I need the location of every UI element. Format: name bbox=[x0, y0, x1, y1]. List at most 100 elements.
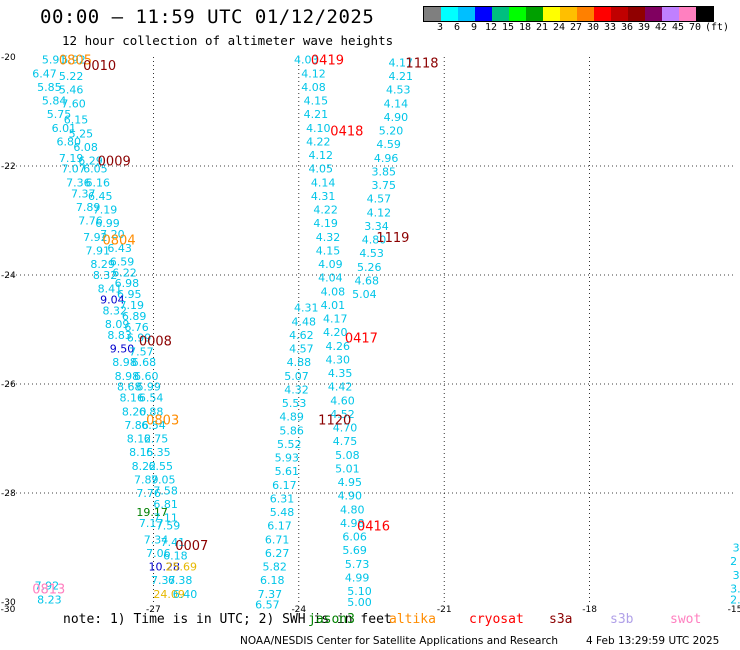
swh-value-label: 4.80 bbox=[362, 234, 387, 247]
x-tick-label: -24 bbox=[291, 605, 306, 615]
swh-value-label: 4.08 bbox=[321, 285, 346, 298]
color-scale-bar bbox=[423, 6, 714, 22]
swh-value-label: 6.43 bbox=[107, 242, 131, 255]
pass-time-label: 0804 bbox=[103, 234, 136, 249]
swh-value-label: 4.20 bbox=[323, 326, 348, 339]
swh-value-label: 4.22 bbox=[306, 135, 331, 148]
swh-value-label: 6.17 bbox=[267, 520, 292, 533]
swh-value-label: 4.14 bbox=[311, 176, 336, 189]
swh-value-label: 3.75 bbox=[372, 179, 397, 192]
y-tick-label: -20 bbox=[1, 53, 16, 63]
page-title: 00:00 – 11:59 UTC 01/12/2025 bbox=[40, 6, 375, 28]
color-swatch-6 bbox=[526, 7, 543, 21]
swh-value-label: 8.16 bbox=[119, 392, 143, 405]
pass-time-label: 0418 bbox=[330, 125, 363, 140]
color-swatch-12 bbox=[628, 7, 645, 21]
swh-value-label: 5.07 bbox=[284, 370, 309, 383]
color-tick-label: 45 bbox=[671, 22, 685, 33]
swh-value-label: 7.57 bbox=[129, 345, 154, 358]
color-tick-label: 39 bbox=[637, 22, 651, 33]
color-swatch-4 bbox=[492, 7, 509, 21]
swh-value-label: 7.19 bbox=[119, 299, 143, 312]
swh-value-label: 5.69 bbox=[342, 544, 367, 557]
swh-value-label: 5.00 bbox=[347, 596, 372, 609]
swh-value-label: 4.32 bbox=[284, 383, 309, 396]
swh-value-label: 4.09 bbox=[318, 258, 343, 271]
swh-value-label: 4.17 bbox=[388, 56, 413, 69]
swh-value-label: 8.12 bbox=[127, 433, 152, 446]
swh-value-label: 8.32 bbox=[103, 304, 128, 317]
swh-value-label: 7.37 bbox=[258, 588, 283, 601]
color-swatch-0 bbox=[424, 7, 441, 21]
swh-value-label: 6.76 bbox=[124, 321, 149, 334]
swh-value-label: 4.53 bbox=[386, 84, 411, 97]
swh-value-label: 4.53 bbox=[359, 247, 384, 260]
swh-value-label: 4.80 bbox=[340, 503, 365, 516]
swh-value-label: 7.60 bbox=[61, 97, 86, 110]
swh-value-label: 4.21 bbox=[388, 70, 413, 83]
color-tick-label: 36 bbox=[620, 22, 634, 33]
swh-value-label: 8.83 bbox=[107, 329, 131, 342]
pass-time-label: 0419 bbox=[311, 54, 344, 69]
color-tick-label: 30 bbox=[586, 22, 600, 33]
swh-value-label: 6.05 bbox=[83, 163, 108, 176]
swh-value-label: 4.75 bbox=[333, 435, 358, 448]
swh-value-label: 10.28 bbox=[149, 561, 181, 574]
swh-value-label: 4.12 bbox=[367, 206, 392, 219]
swh-value-label: 7.19 bbox=[59, 152, 84, 165]
swh-value-label: 7.76 bbox=[78, 215, 103, 228]
swh-value-label: 7.76 bbox=[136, 487, 161, 500]
pass-time-label: 1120 bbox=[318, 413, 351, 428]
color-swatch-5 bbox=[509, 7, 526, 21]
pass-time-label: 0813 bbox=[32, 582, 65, 597]
swh-value-label: 7.37 bbox=[151, 574, 176, 587]
y-tick-label: -22 bbox=[1, 162, 16, 172]
color-swatch-3 bbox=[475, 7, 492, 21]
swh-value-label: 7.92 bbox=[35, 580, 60, 593]
swh-value-label: 5.92 bbox=[61, 54, 86, 67]
footer-note: note: 1) Time is in UTC; 2) SWH is in fe… bbox=[63, 612, 392, 627]
pass-time-label: 0805 bbox=[59, 54, 92, 69]
swh-value-label: 4.96 bbox=[374, 152, 399, 165]
swh-value-label: 6.99 bbox=[127, 332, 152, 345]
swh-value-label: 4.21 bbox=[304, 108, 329, 121]
swh-value-label: 6.54 bbox=[141, 419, 166, 432]
swh-value-label: 7.20 bbox=[100, 228, 125, 241]
color-swatch-1 bbox=[441, 7, 458, 21]
swh-value-label: 4.15 bbox=[304, 95, 329, 108]
swh-value-label: 4.26 bbox=[325, 340, 350, 353]
color-tick-label: 12 bbox=[484, 22, 498, 33]
swh-value-label: 3 bbox=[733, 542, 740, 555]
pass-time-label: 0803 bbox=[146, 413, 179, 428]
swh-value-label: 3.34 bbox=[364, 220, 389, 233]
swh-value-label: 7.92 bbox=[83, 231, 108, 244]
pass-time-label: 1119 bbox=[376, 231, 409, 246]
swh-value-label: 4.17 bbox=[323, 313, 348, 326]
swh-value-label: 8.29 bbox=[90, 258, 115, 271]
footer-credit: NOAA/NESDIS Center for Satellite Applica… bbox=[240, 635, 558, 647]
swh-value-label: 5.52 bbox=[277, 438, 302, 451]
swh-value-label: 4.99 bbox=[345, 571, 370, 584]
swh-value-label: 8.15 bbox=[129, 446, 154, 459]
swh-value-label: 6.29 bbox=[78, 155, 103, 168]
swh-value-label: 6.47 bbox=[32, 67, 57, 80]
swh-value-label: 4.14 bbox=[384, 97, 409, 110]
swh-value-label: 9.50 bbox=[110, 343, 135, 356]
color-tick-label: 9 bbox=[470, 22, 478, 33]
swh-value-label: 7.41 bbox=[161, 536, 186, 549]
y-tick-label: -28 bbox=[1, 489, 16, 499]
swh-value-label: 4.57 bbox=[367, 193, 392, 206]
color-tick-label: 6 bbox=[453, 22, 461, 33]
swh-value-label: 5.93 bbox=[275, 452, 300, 465]
color-swatch-14 bbox=[662, 7, 679, 21]
swh-value-label: 7.36 bbox=[66, 176, 91, 189]
color-swatch-2 bbox=[458, 7, 475, 21]
swh-value-label: 7.89 bbox=[134, 473, 159, 486]
swh-value-label: 3 bbox=[733, 569, 740, 582]
color-tick-label: 15 bbox=[501, 22, 515, 33]
swh-value-label: 5.46 bbox=[59, 84, 84, 97]
swh-value-label: 4.35 bbox=[328, 367, 353, 380]
